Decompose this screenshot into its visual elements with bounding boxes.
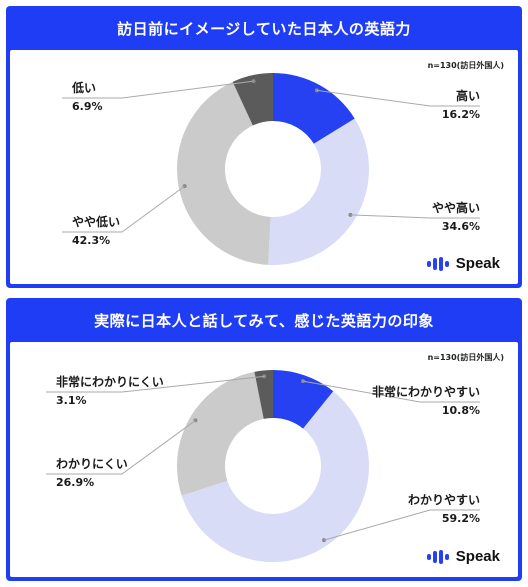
slice-label-4: 非常にわかりにくい — [56, 374, 164, 389]
chart-panel-2: 実際に日本人と話してみて、感じた英語力の印象 n=130(訪日外国人) 非常にわ… — [6, 298, 522, 581]
leader-line-1 — [316, 89, 480, 107]
brand-name-1: Speak — [455, 255, 500, 272]
slice-2 — [268, 118, 369, 265]
chart-title-1: 訪日前にイメージしていた日本人の英語力 — [117, 19, 411, 38]
slice-label-3: わかりにくい — [56, 457, 128, 471]
brand-logo-1: Speak — [426, 255, 500, 272]
slice-value-3: 42.3% — [72, 234, 110, 247]
slice-label-1: 非常にわかりやすい — [372, 384, 480, 399]
slice-label-4: 低い — [71, 80, 96, 95]
slice-label-2: やや高い — [432, 200, 480, 215]
slice-2 — [181, 391, 369, 562]
sample-size-note-1: n=130(訪日外国人) — [427, 61, 504, 70]
slice-1 — [273, 73, 355, 144]
slice-4 — [254, 370, 273, 419]
slice-value-3: 26.9% — [56, 476, 94, 489]
leader-line-3 — [46, 420, 196, 475]
slice-3 — [176, 81, 271, 265]
chart-title-2: 実際に日本人と話してみて、感じた英語力の印象 — [94, 311, 434, 330]
leader-line-4 — [46, 375, 265, 393]
leader-line-2 — [323, 509, 480, 541]
leader-line-2 — [350, 214, 480, 219]
donut-chart-2: 非常にわかりやすい 10.8% わかりやすい 59.2% わかりにくい 26.9% 非常にわ… — [46, 370, 480, 562]
slice-label-1: 高い — [456, 88, 480, 103]
slice-label-2: わかりやすい — [408, 493, 480, 507]
chart-area-1: n=130(訪日外国人) 高い 16.2% やや高い 34.6% やや低い 42.3% 低い… — [10, 50, 518, 284]
slice-value-1: 16.2% — [442, 108, 480, 121]
brand-logo-2: Speak — [426, 548, 500, 565]
brand-name-2: Speak — [455, 548, 500, 565]
leader-line-3 — [62, 185, 185, 233]
slice-4 — [232, 73, 273, 126]
leader-line-1 — [302, 380, 480, 403]
slice-value-2: 34.6% — [442, 220, 480, 233]
chart-panel-1: 訪日前にイメージしていた日本人の英語力 n=130(訪日外国人) 高い 16.2%… — [6, 6, 522, 288]
slice-label-3: やや低い — [72, 214, 120, 229]
slice-value-4: 3.1% — [56, 394, 87, 407]
slice-value-1: 10.8% — [442, 404, 480, 417]
leader-line-4 — [62, 80, 254, 99]
sample-size-note-2: n=130(訪日外国人) — [427, 353, 504, 362]
slice-value-2: 59.2% — [442, 512, 480, 525]
donut-chart-1: 高い 16.2% やや高い 34.6% やや低い 42.3% 低い 6.9% — [62, 73, 480, 265]
speak-logo-icon — [426, 256, 449, 271]
speak-logo-icon — [426, 549, 449, 564]
slice-1 — [273, 370, 334, 429]
slice-value-4: 6.9% — [72, 100, 103, 113]
chart-area-2: n=130(訪日外国人) 非常にわかりやすい 10.8% わかりやすい 59.2% わか… — [10, 342, 518, 577]
slice-3 — [177, 371, 264, 496]
